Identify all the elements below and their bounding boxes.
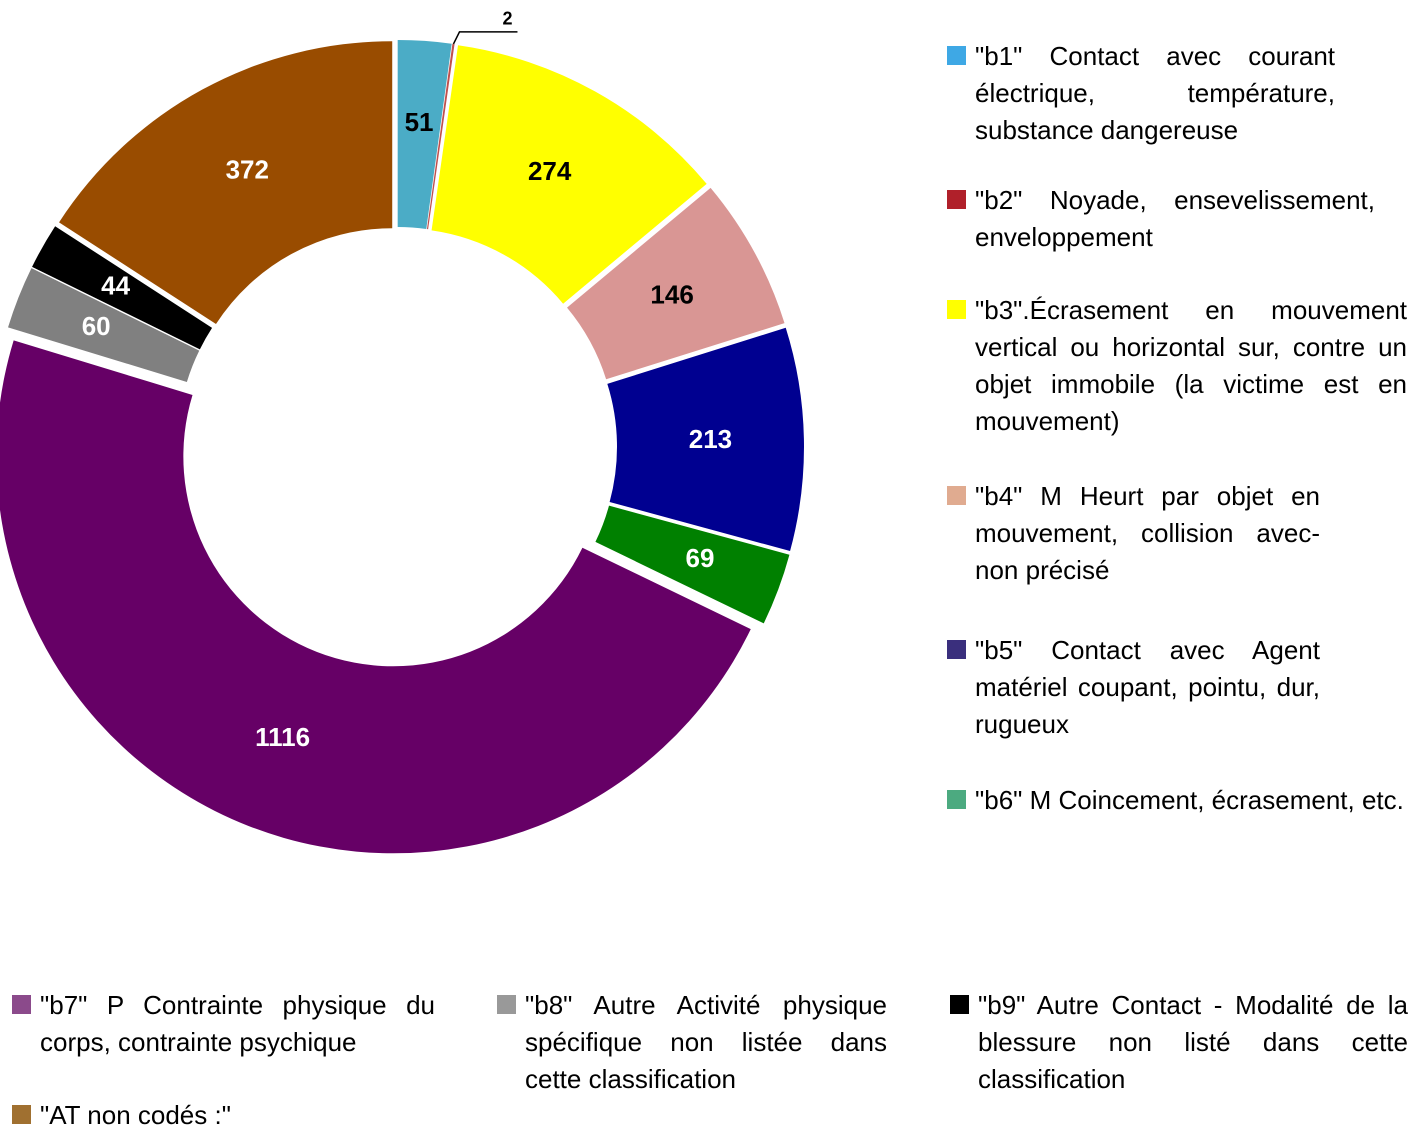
- data-label: 51: [405, 107, 434, 137]
- slice: [8, 268, 200, 382]
- legend-swatch: [950, 995, 969, 1014]
- legend-swatch: [12, 995, 31, 1014]
- legend-label: "b6" M Coincement, écrasement, etc.: [975, 785, 1404, 815]
- leader-line: [452, 31, 518, 45]
- legend-label: "AT non codés :": [40, 1100, 231, 1130]
- legend-swatch: [947, 190, 966, 209]
- data-label: 69: [686, 543, 715, 573]
- data-label: 213: [689, 424, 732, 454]
- legend-swatch: [947, 790, 966, 809]
- legend-label: "b7" P Contrainte physique du corps, con…: [40, 990, 435, 1057]
- slice: [595, 505, 790, 624]
- slice: [607, 327, 804, 552]
- legend-label: "b9" Autre Contact - Modalité de la bles…: [978, 990, 1408, 1094]
- legend-swatch: [497, 995, 516, 1014]
- chart: 51 2 274 146 213 69 1116 60 44 372: [0, 9, 804, 854]
- legend-label: "b8" Autre Activité physique spécifique …: [525, 990, 887, 1094]
- data-label: 274: [528, 156, 572, 186]
- data-label: 44: [101, 270, 130, 300]
- legend-label: "b5" Contact avec Agent matériel coupant…: [975, 635, 1320, 739]
- data-label: 60: [82, 311, 111, 341]
- data-label: 372: [226, 154, 269, 184]
- legend-swatch: [947, 640, 966, 659]
- legend-swatch: [947, 300, 966, 319]
- legend-label: "b4" M Heurt par objet en mouvement, col…: [975, 481, 1320, 585]
- legend-swatch: [947, 46, 966, 65]
- legend-swatch: [947, 486, 966, 505]
- slice: [397, 40, 452, 229]
- legend-label: "b3".Écrasement en mouvement vertical ou…: [975, 295, 1407, 436]
- legend-label: "b2" Noyade, ensevelissement, enveloppem…: [975, 185, 1375, 252]
- data-label: 1116: [255, 722, 310, 752]
- data-label: 2: [502, 9, 512, 29]
- slice: [426, 43, 455, 230]
- slice: [59, 41, 393, 325]
- legend-swatch: [12, 1105, 31, 1124]
- data-label: 146: [650, 280, 693, 310]
- slice: [431, 45, 707, 304]
- slice: [0, 340, 751, 854]
- slice: [32, 226, 213, 350]
- legend-label: "b1" Contact avec courant électrique, te…: [975, 41, 1335, 145]
- slice: [567, 187, 785, 380]
